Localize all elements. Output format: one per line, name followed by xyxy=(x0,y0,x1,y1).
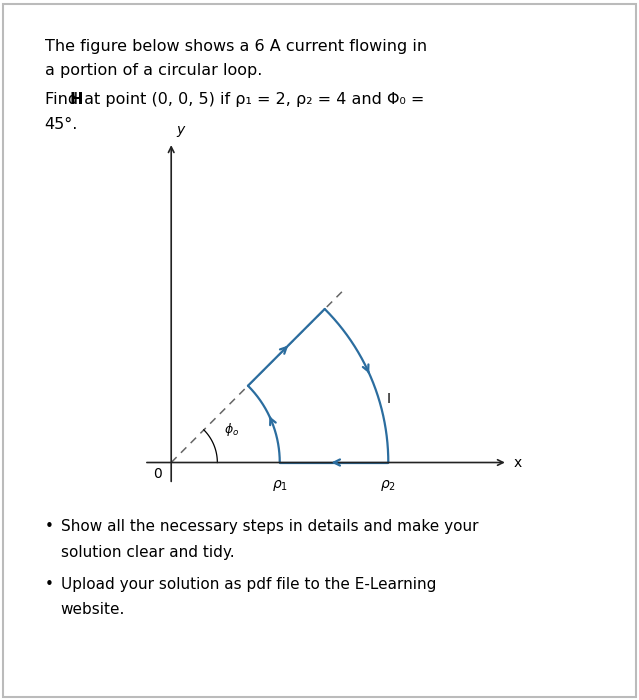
Text: Upload your solution as pdf file to the E-Learning: Upload your solution as pdf file to the … xyxy=(61,577,436,592)
Text: $\rho_2$: $\rho_2$ xyxy=(380,477,396,493)
Text: $\phi_o$: $\phi_o$ xyxy=(224,421,239,438)
Text: Find: Find xyxy=(45,92,83,107)
Text: 0: 0 xyxy=(153,467,162,481)
Text: solution clear and tidy.: solution clear and tidy. xyxy=(61,545,235,559)
Text: •: • xyxy=(45,577,54,592)
Text: 45°.: 45°. xyxy=(45,117,78,132)
Text: $\rho_1$: $\rho_1$ xyxy=(272,477,288,493)
Text: The figure below shows a 6 A current flowing in: The figure below shows a 6 A current flo… xyxy=(45,38,427,53)
Text: a portion of a circular loop.: a portion of a circular loop. xyxy=(45,63,262,78)
Text: website.: website. xyxy=(61,602,125,617)
Text: Show all the necessary steps in details and make your: Show all the necessary steps in details … xyxy=(61,519,478,534)
Text: •: • xyxy=(45,519,54,534)
Text: H: H xyxy=(69,92,82,107)
Text: x: x xyxy=(513,456,521,470)
Text: I: I xyxy=(387,392,391,406)
Text: y: y xyxy=(176,123,185,137)
Text: at point (0, 0, 5) if ρ₁ = 2, ρ₂ = 4 and Φ₀ =: at point (0, 0, 5) if ρ₁ = 2, ρ₂ = 4 and… xyxy=(79,92,424,107)
